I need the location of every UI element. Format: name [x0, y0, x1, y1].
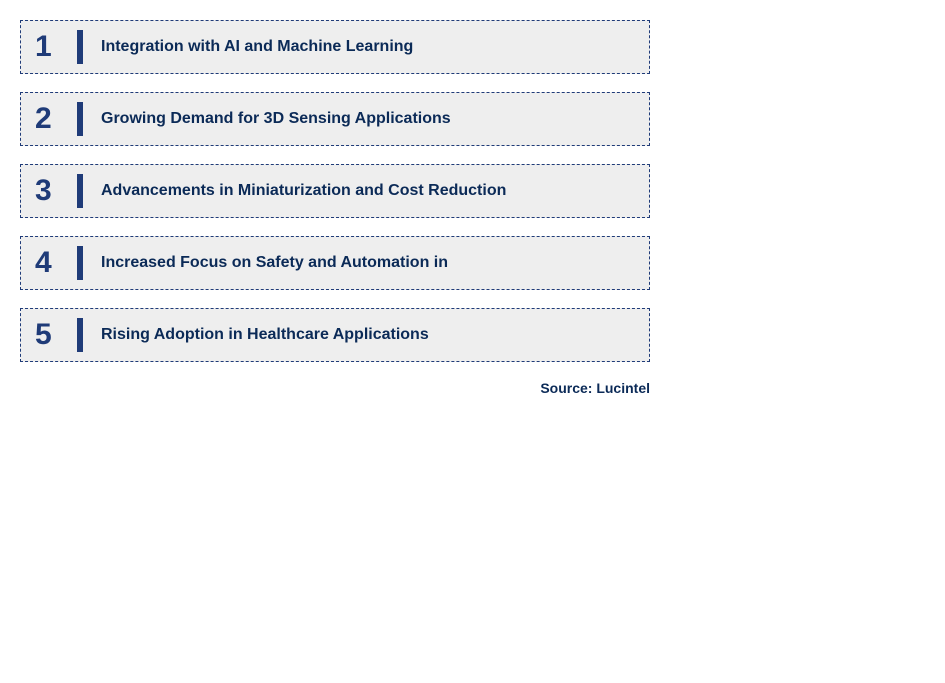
source-attribution: Source: Lucintel	[20, 380, 650, 396]
list-item: 1 Integration with AI and Machine Learni…	[20, 20, 650, 74]
list-item: 2 Growing Demand for 3D Sensing Applicat…	[20, 92, 650, 146]
list-item: 3 Advancements in Miniaturization and Co…	[20, 164, 650, 218]
item-separator	[77, 30, 83, 64]
item-label: Increased Focus on Safety and Automation…	[101, 254, 448, 272]
item-separator	[77, 318, 83, 352]
item-number: 2	[21, 102, 77, 136]
item-label: Rising Adoption in Healthcare Applicatio…	[101, 326, 429, 344]
item-number: 4	[21, 246, 77, 280]
infographic-list: 1 Integration with AI and Machine Learni…	[0, 0, 945, 396]
item-label: Integration with AI and Machine Learning	[101, 38, 413, 56]
item-number: 5	[21, 318, 77, 352]
item-separator	[77, 102, 83, 136]
item-label: Advancements in Miniaturization and Cost…	[101, 182, 506, 200]
item-number: 1	[21, 30, 77, 64]
item-separator	[77, 174, 83, 208]
item-label: Growing Demand for 3D Sensing Applicatio…	[101, 110, 451, 128]
item-separator	[77, 246, 83, 280]
item-number: 3	[21, 174, 77, 208]
list-item: 4 Increased Focus on Safety and Automati…	[20, 236, 650, 290]
list-item: 5 Rising Adoption in Healthcare Applicat…	[20, 308, 650, 362]
